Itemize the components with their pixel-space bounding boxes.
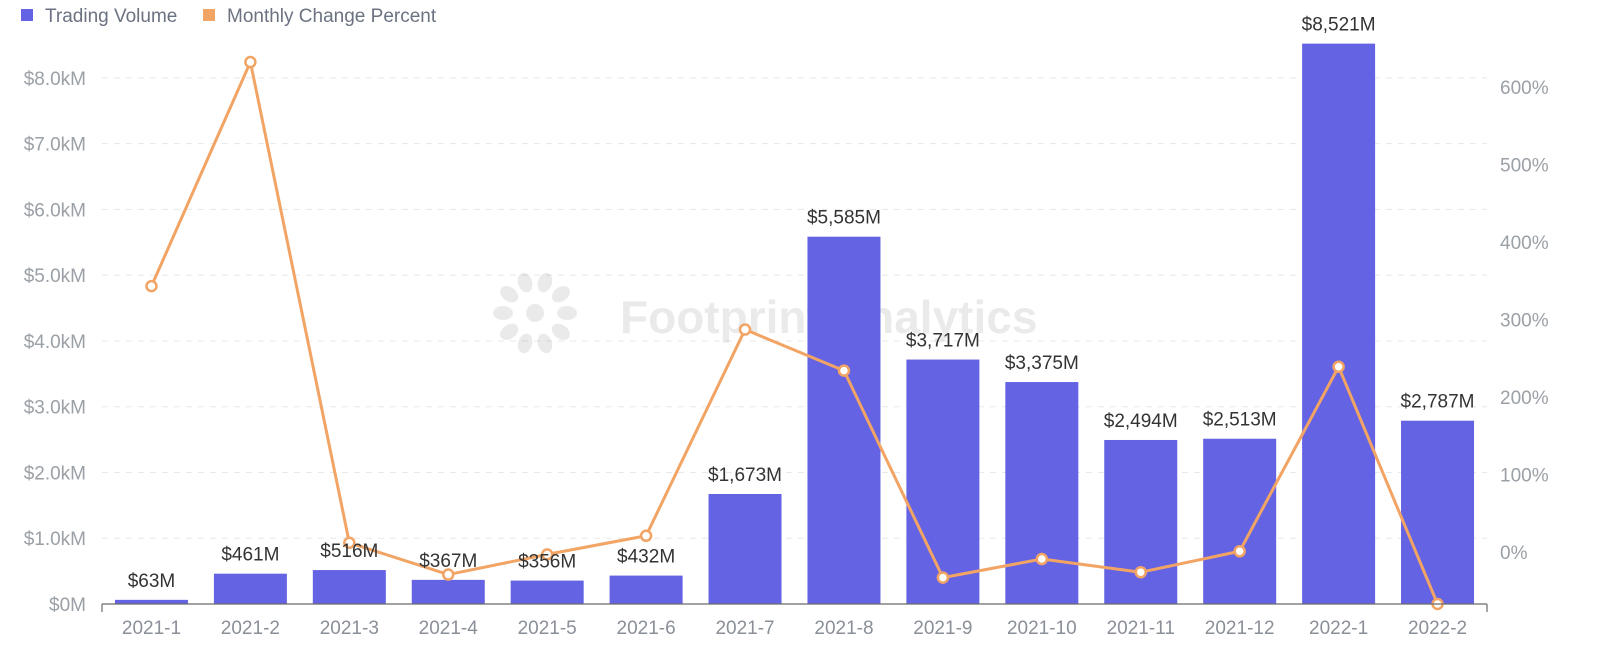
bar[interactable] xyxy=(807,236,881,605)
axes: $0M $1.0kM $2.0kM $3.0kM $4.0kM $5.0kM $6.0kM $… xyxy=(24,69,1549,639)
bar-value-label: $432M xyxy=(617,547,675,568)
legend-swatch-trading-volume xyxy=(21,9,33,21)
logo-petal xyxy=(517,272,533,293)
legend-label-trading-volume[interactable]: Trading Volume xyxy=(45,6,177,27)
x-axis-tick-label: 2021-7 xyxy=(715,618,774,639)
line-point[interactable] xyxy=(540,548,554,561)
bar[interactable] xyxy=(1203,438,1277,604)
bar-value-label: $516M xyxy=(320,541,378,562)
logo-petal xyxy=(551,323,570,340)
bar-value-label: $5,585M xyxy=(807,208,881,229)
left-axis-tick-label: $4.0kM xyxy=(24,332,86,353)
bar-value-label: $367M xyxy=(419,551,477,572)
right-axis-tick-label: 400% xyxy=(1500,233,1549,254)
bar[interactable] xyxy=(906,359,980,604)
bar[interactable] xyxy=(312,570,386,604)
left-axis-tick-label: $0M xyxy=(49,595,86,616)
right-axis-tick-label: 200% xyxy=(1500,388,1549,409)
bar-value-label: $2,787M xyxy=(1401,392,1475,413)
bar[interactable] xyxy=(609,575,683,604)
bar[interactable] xyxy=(708,493,782,604)
left-axis-tick-label: $1.0kM xyxy=(24,529,86,550)
bar-value-label: $1,673M xyxy=(708,465,782,486)
line-point[interactable] xyxy=(343,536,356,550)
logo-petal xyxy=(500,323,519,340)
x-axis-tick-label: 2021-2 xyxy=(221,618,280,639)
x-axis-tick-label: 2021-9 xyxy=(913,618,972,639)
bar[interactable] xyxy=(1005,382,1079,604)
bar-value-label: $461M xyxy=(221,545,279,566)
logo-petal xyxy=(537,333,553,354)
bar[interactable] xyxy=(510,580,584,604)
left-axis-tick-label: $8.0kM xyxy=(24,69,86,90)
logo-petal xyxy=(500,286,519,303)
logo-petal xyxy=(493,306,513,320)
bar-value-label: $356M xyxy=(518,552,576,573)
bar[interactable] xyxy=(1401,420,1475,604)
footprint-logo-icon xyxy=(493,272,577,354)
right-axis-tick-label: 600% xyxy=(1500,78,1549,99)
bar[interactable] xyxy=(1302,43,1376,604)
right-axis-tick-label: 300% xyxy=(1500,310,1549,331)
right-axis-tick-label: 0% xyxy=(1500,543,1528,564)
line-point[interactable] xyxy=(738,323,752,336)
logo-center xyxy=(526,304,544,322)
bar-value-label: $2,513M xyxy=(1203,410,1277,431)
x-axis-tick-label: 2021-10 xyxy=(1007,618,1077,639)
logo-petal xyxy=(517,333,533,354)
x-axis-tick-label: 2021-8 xyxy=(814,618,873,639)
bar-value-label: $8,521M xyxy=(1302,15,1376,36)
line-point[interactable] xyxy=(936,571,950,584)
x-axis-tick-label: 2021-6 xyxy=(617,618,676,639)
bar-value-label: $3,375M xyxy=(1005,353,1079,374)
left-axis-tick-label: $2.0kM xyxy=(24,463,86,484)
legend-swatch-monthly-change xyxy=(203,9,215,21)
bar-series xyxy=(114,43,1475,605)
line-point[interactable] xyxy=(244,55,257,69)
x-axis-tick-label: 2021-4 xyxy=(419,618,479,639)
line-point[interactable] xyxy=(442,568,455,581)
bar[interactable] xyxy=(1104,439,1178,604)
line-point[interactable] xyxy=(1233,545,1246,558)
x-axis-tick-label: 2022-1 xyxy=(1309,618,1368,639)
line-point[interactable] xyxy=(145,279,158,293)
x-axis-tick-label: 2022-2 xyxy=(1408,618,1467,639)
left-axis-tick-label: $7.0kM xyxy=(24,135,86,156)
bar[interactable] xyxy=(411,579,485,604)
right-axis-tick-label: 100% xyxy=(1500,466,1549,487)
legend[interactable]: Trading Volume Monthly Change Percent xyxy=(21,6,437,27)
left-axis-tick-label: $6.0kM xyxy=(24,200,86,221)
line-point[interactable] xyxy=(837,364,851,377)
change-line xyxy=(150,60,1439,605)
bar[interactable] xyxy=(114,599,188,604)
right-axis-tick-label: 500% xyxy=(1500,155,1549,176)
logo-petal xyxy=(551,286,570,303)
bar-value-label: $3,717M xyxy=(906,331,980,352)
line-point[interactable] xyxy=(1035,552,1049,566)
line-point[interactable] xyxy=(1134,565,1147,579)
bar[interactable] xyxy=(213,573,287,604)
line-point[interactable] xyxy=(639,529,653,543)
left-axis-tick-label: $5.0kM xyxy=(24,266,86,287)
bar-value-label: $2,494M xyxy=(1104,411,1178,432)
bar-value-label: $63M xyxy=(128,571,176,592)
legend-label-monthly-change[interactable]: Monthly Change Percent xyxy=(227,6,437,27)
x-axis-tick-label: 2021-1 xyxy=(122,618,181,639)
x-axis-tick-label: 2021-11 xyxy=(1107,618,1175,639)
bar-value-labels: $63M $461M $516M $367M $356M $432M $1,673M $5,5… xyxy=(128,15,1475,592)
line-series xyxy=(145,55,1444,611)
x-axis-tick-label: 2021-3 xyxy=(320,618,379,639)
x-axis-tick-label: 2021-5 xyxy=(518,618,577,639)
left-axis-tick-label: $3.0kM xyxy=(24,398,86,419)
logo-petal xyxy=(537,272,553,293)
logo-petal xyxy=(557,306,577,320)
line-point[interactable] xyxy=(1332,360,1345,374)
x-axis-tick-label: 2021-12 xyxy=(1205,618,1275,639)
